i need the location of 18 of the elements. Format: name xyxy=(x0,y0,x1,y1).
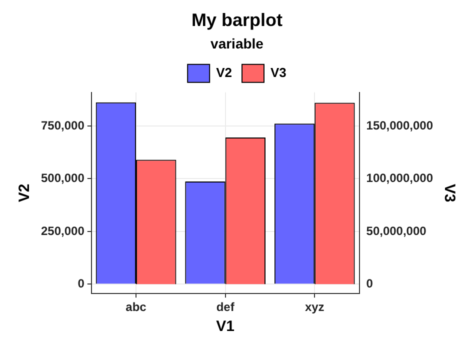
x-tick-label: def xyxy=(216,300,236,314)
x-tick-label: abc xyxy=(126,300,147,314)
y2-tick-label: 50,000,000 xyxy=(366,224,427,238)
x-tick-label: xyz xyxy=(304,300,324,314)
y-axis-title: V2 xyxy=(16,184,34,202)
legend-label: V2 xyxy=(216,64,232,80)
y-tick-label: 0 xyxy=(78,276,85,291)
chart-title: My barplot xyxy=(191,10,283,30)
y-tick-label: 750,000 xyxy=(40,118,85,132)
y-tick-label: 250,000 xyxy=(40,224,85,238)
y2-tick-label: 150,000,000 xyxy=(366,118,434,132)
y2-tick-label: 100,000,000 xyxy=(366,171,434,186)
x-axis-title: V1 xyxy=(216,318,234,336)
legend-label: V3 xyxy=(270,64,286,80)
y2-axis-title: V3 xyxy=(440,184,458,202)
y2-tick-label: 0 xyxy=(366,276,374,291)
y-tick-label: 500,000 xyxy=(40,171,85,186)
legend-title: variable xyxy=(210,35,264,52)
